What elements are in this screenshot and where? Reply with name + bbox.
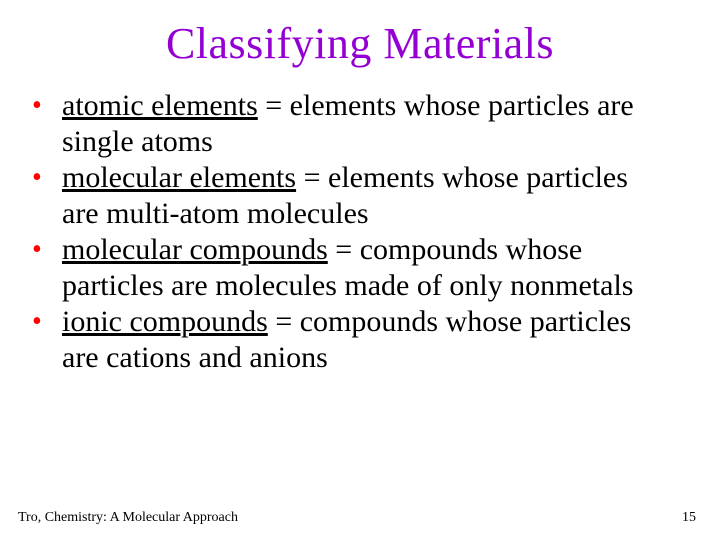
footer-page-number: 15 [682, 510, 696, 526]
bullet-icon: • [30, 304, 62, 340]
term: atomic elements [62, 89, 258, 122]
term: ionic compounds [62, 305, 268, 338]
footer-source: Tro, Chemistry: A Molecular Approach [18, 510, 238, 526]
slide-body: • atomic elements = elements whose parti… [30, 88, 670, 376]
bullet-icon: • [30, 160, 62, 196]
term: molecular elements [62, 161, 296, 194]
list-item: • molecular compounds = compounds whose … [30, 232, 670, 304]
bullet-text: atomic elements = elements whose particl… [62, 88, 670, 160]
bullet-icon: • [30, 88, 62, 124]
slide: Classifying Materials • atomic elements … [0, 0, 720, 540]
bullet-text: molecular elements = elements whose part… [62, 160, 670, 232]
slide-title: Classifying Materials [0, 18, 720, 69]
term: molecular compounds [62, 233, 328, 266]
bullet-icon: • [30, 232, 62, 268]
list-item: • molecular elements = elements whose pa… [30, 160, 670, 232]
list-item: • ionic compounds = compounds whose part… [30, 304, 670, 376]
list-item: • atomic elements = elements whose parti… [30, 88, 670, 160]
bullet-text: molecular compounds = compounds whose pa… [62, 232, 670, 304]
bullet-text: ionic compounds = compounds whose partic… [62, 304, 670, 376]
